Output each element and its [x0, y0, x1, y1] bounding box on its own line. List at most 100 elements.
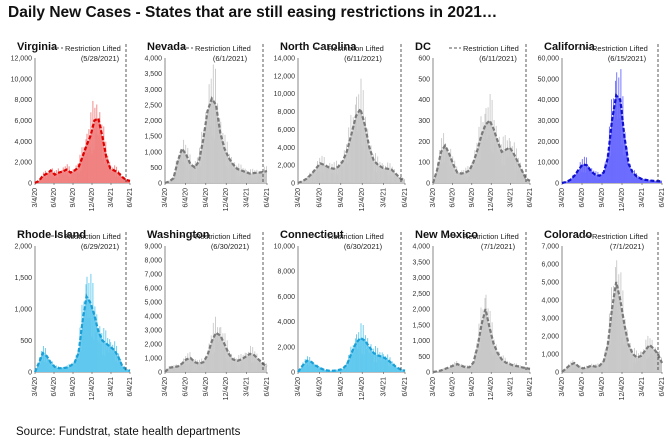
y-tick-label: 3,500	[412, 259, 430, 266]
x-tick-label: 9/4/20	[599, 188, 606, 208]
y-tick-label: 10,000	[274, 244, 296, 251]
x-tick-label: 3/4/20	[295, 188, 302, 208]
y-tick-label: 2,000	[144, 118, 162, 125]
legend-label: Restriction Lifted	[463, 44, 519, 53]
source-note: Source: Fundstrat, state health departme…	[16, 426, 241, 438]
legend-label: Restriction Lifted	[195, 232, 251, 241]
chart-connecticut: Connecticut 0 2,000 4,000 6,000 8,000 10,000 3/…	[274, 229, 409, 400]
x-tick-label: 9/4/20	[599, 377, 606, 397]
chart-title: Virginia	[17, 41, 58, 53]
x-tick-label: 12/4/20	[359, 377, 366, 400]
series-area	[298, 108, 405, 183]
x-tick-label: 12/4/20	[619, 188, 626, 211]
x-tick-label: 9/4/20	[70, 188, 77, 208]
x-tick-label: 6/4/20	[579, 377, 586, 397]
series-area	[433, 309, 530, 372]
series-line	[297, 336, 406, 373]
y-tick-label: 0	[291, 181, 295, 188]
legend-label: Restriction Lifted	[592, 232, 648, 241]
x-tick-label: 12/4/20	[89, 377, 96, 400]
x-tick-label: 6/4/21	[127, 188, 134, 208]
chart-title: Nevada	[147, 41, 187, 53]
x-tick-label: 6/4/21	[127, 377, 134, 397]
page-title: Daily New Cases - States that are still …	[8, 4, 498, 21]
x-tick-label: 6/4/21	[402, 188, 409, 208]
y-tick-label: 8,000	[144, 258, 162, 265]
y-tick-label: 4,000	[144, 314, 162, 321]
x-tick-label: 3/4/21	[639, 188, 646, 208]
x-tick-label: 3/4/20	[430, 377, 437, 397]
x-tick-label: 3/4/20	[430, 188, 437, 208]
chart-north-carolina: North Carolina 0 2,000 4,000 6,000 8,000 10,00…	[274, 41, 409, 211]
restriction-date: (7/1/2021)	[481, 242, 516, 251]
y-tick-label: 4,000	[277, 319, 295, 326]
x-tick-label: 3/4/20	[32, 377, 39, 397]
x-tick-label: 3/4/21	[108, 188, 115, 208]
restriction-date: (6/30/2021)	[344, 242, 383, 251]
restriction-date: (5/28/2021)	[81, 54, 120, 63]
chart-title: California	[544, 41, 596, 53]
x-tick-label: 3/4/21	[508, 377, 515, 397]
y-tick-label: 500	[418, 354, 430, 361]
y-tick-label: 1,000	[144, 149, 162, 156]
x-tick-label: 6/4/21	[264, 377, 271, 397]
y-tick-label: 5,000	[144, 300, 162, 307]
y-tick-label: 4,000	[144, 56, 162, 63]
y-tick-label: 2,000	[412, 307, 430, 314]
y-tick-label: 1,000	[541, 352, 559, 359]
chart-title: North Carolina	[280, 41, 357, 53]
y-tick-label: 100	[418, 160, 430, 167]
series-line	[561, 93, 663, 185]
x-tick-label: 3/4/21	[244, 377, 251, 397]
chart-title: DC	[415, 41, 431, 53]
y-tick-label: 20,000	[538, 139, 560, 146]
y-tick-label: 7,000	[541, 244, 559, 251]
y-tick-label: 1,500	[412, 322, 430, 329]
y-tick-label: 0	[555, 370, 559, 377]
x-tick-label: 12/4/20	[223, 377, 230, 400]
series-line	[431, 118, 531, 184]
chart-title: Colorado	[544, 229, 593, 241]
x-tick-label: 3/4/21	[108, 377, 115, 397]
y-tick-label: 300	[418, 118, 430, 125]
y-tick-label: 10,000	[538, 160, 560, 167]
series-line	[561, 281, 663, 373]
series-line	[164, 96, 268, 185]
restriction-date: (6/11/2021)	[479, 54, 517, 63]
y-tick-label: 0	[426, 181, 430, 188]
chart-title: Connecticut	[280, 229, 344, 241]
y-tick-label: 10,000	[11, 76, 33, 83]
chart-california: California 0 10,000 20,000 30,000 40,000 50,00…	[538, 41, 666, 211]
y-tick-label: 4,000	[277, 145, 295, 152]
chart-title: Washington	[147, 229, 210, 241]
legend-label: Restriction Lifted	[328, 232, 384, 241]
chart-colorado: Colorado 0 1,000 2,000 3,000 4,000 5,000 6,000 7…	[541, 229, 666, 400]
x-tick-label: 6/4/20	[182, 377, 189, 397]
y-tick-label: 6,000	[277, 294, 295, 301]
x-tick-label: 3/4/20	[162, 188, 169, 208]
y-tick-label: 8,000	[14, 97, 32, 104]
y-tick-label: 3,500	[144, 71, 162, 78]
y-tick-label: 3,000	[144, 328, 162, 335]
y-tick-label: 6,000	[541, 262, 559, 269]
y-tick-label: 5,000	[541, 280, 559, 287]
series-area	[433, 120, 530, 183]
y-tick-label: 6,000	[14, 118, 32, 125]
x-tick-label: 3/4/21	[244, 188, 251, 208]
legend-label: Restriction Lifted	[65, 232, 121, 241]
x-tick-label: 3/4/20	[162, 377, 169, 397]
x-tick-label: 3/4/20	[559, 377, 566, 397]
chart-washington: Washington 0 1,000 2,000 3,000 4,000 5,000 6,00…	[144, 229, 271, 400]
series-area	[165, 98, 267, 183]
x-tick-label: 3/4/21	[639, 377, 646, 397]
y-tick-label: 1,500	[14, 275, 32, 282]
y-tick-label: 2,000	[277, 344, 295, 351]
y-tick-label: 8,000	[277, 269, 295, 276]
y-tick-label: 8,000	[277, 109, 295, 116]
y-tick-label: 2,000	[277, 163, 295, 170]
x-tick-label: 12/4/20	[488, 188, 495, 211]
y-tick-label: 4,000	[14, 139, 32, 146]
y-tick-label: 0	[158, 181, 162, 188]
restriction-date: (6/15/2021)	[608, 54, 647, 63]
y-tick-label: 9,000	[144, 244, 162, 251]
